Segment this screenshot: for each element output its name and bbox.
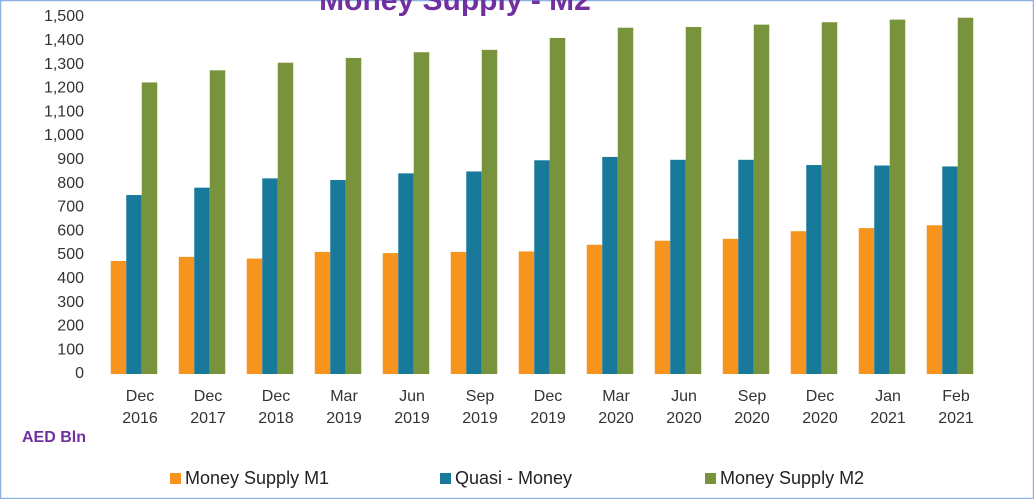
bar: [942, 166, 958, 374]
bar: [194, 187, 210, 374]
x-tick-label: Jan 2021: [870, 388, 906, 427]
bar: [586, 244, 603, 374]
legend-swatch: [170, 473, 181, 484]
bar: [413, 52, 430, 374]
bar: [874, 165, 890, 374]
bar: [549, 37, 566, 374]
bar: [602, 156, 618, 374]
y-tick-label: 1,300: [44, 56, 84, 73]
y-tick-label: 1,000: [44, 127, 84, 144]
legend-label: Money Supply M2: [720, 468, 864, 488]
bar: [670, 159, 686, 374]
bar: [685, 26, 702, 374]
x-tick-label: Mar 2019: [326, 388, 362, 427]
x-tick-label: Sep 2020: [734, 388, 770, 427]
bar: [466, 171, 482, 374]
legend-swatch: [705, 473, 716, 484]
y-tick-label: 0: [75, 365, 84, 382]
bar: [738, 159, 754, 374]
y-tick-label: 1,400: [44, 32, 84, 49]
y-tick-label: 700: [57, 199, 84, 216]
bar: [617, 27, 634, 375]
bar: [450, 251, 467, 374]
bar: [345, 57, 362, 374]
x-tick-label: Mar 2020: [598, 388, 634, 427]
bar: [889, 19, 906, 374]
legend-label: Quasi - Money: [455, 468, 572, 488]
bar: [790, 231, 807, 374]
x-tick-label: Dec 2016: [122, 388, 158, 427]
bar: [753, 24, 770, 375]
y-tick-label: 600: [57, 222, 84, 239]
y-tick-label: 500: [57, 246, 84, 263]
bar: [246, 258, 263, 374]
y-tick-label: 300: [57, 294, 84, 311]
y-tick-label: 200: [57, 318, 84, 335]
bar: [209, 70, 226, 374]
bar: [262, 178, 278, 374]
y-tick-label: 1,500: [44, 8, 84, 25]
y-tick-label: 1,100: [44, 103, 84, 120]
x-tick-label: Dec 2018: [258, 388, 294, 427]
bar: [314, 251, 331, 374]
bar: [398, 173, 414, 374]
bar: [534, 160, 550, 374]
bar: [126, 195, 142, 374]
bar: [382, 253, 399, 374]
legend-swatch: [440, 473, 451, 484]
x-tick-label: Sep 2019: [462, 388, 498, 427]
x-tick-label: Dec 2017: [190, 388, 226, 427]
x-tick-label: Jun 2020: [666, 388, 702, 427]
bar: [330, 180, 346, 374]
x-tick-label: Jun 2019: [394, 388, 430, 427]
y-tick-label: 1,200: [44, 80, 84, 97]
bar: [858, 228, 875, 374]
x-tick-label: Dec 2020: [802, 388, 838, 427]
bar: [957, 17, 974, 375]
x-tick-label: Feb 2021: [938, 388, 974, 427]
y-tick-label: 900: [57, 151, 84, 168]
legend-label: Money Supply M1: [185, 468, 329, 488]
bar: [821, 22, 838, 375]
bar: [277, 62, 294, 375]
y-tick-label: 400: [57, 270, 84, 287]
y-tick-label: 100: [57, 341, 84, 358]
bar: [926, 225, 943, 374]
bar: [806, 165, 822, 374]
y-axis-label: AED Bln: [22, 429, 86, 446]
bar: [141, 82, 158, 374]
y-tick-label: 800: [57, 175, 84, 192]
bar: [178, 256, 195, 374]
bar: [654, 240, 671, 374]
bar: [518, 251, 535, 374]
chart-title: Money Supply - M2: [319, 0, 591, 17]
bar: [481, 49, 498, 375]
x-tick-label: Dec 2019: [530, 388, 566, 427]
bar: [722, 238, 739, 374]
bar: [110, 260, 127, 374]
